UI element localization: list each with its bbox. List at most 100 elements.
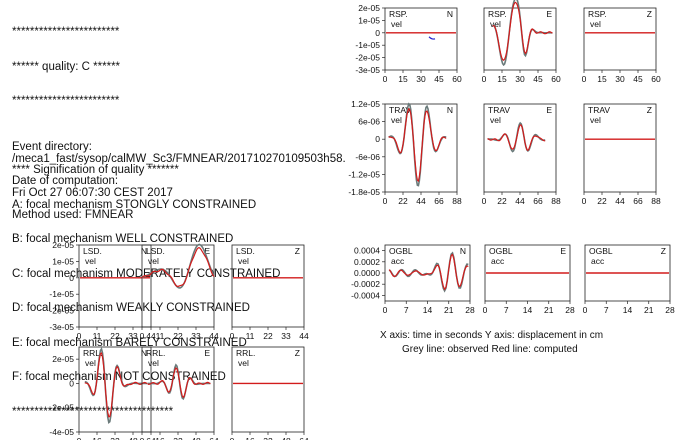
quality-a: A: focal mechanism STONGLY CONSTRAINED: [12, 198, 257, 211]
ytick-label-rrl-n-0: 2e-05: [52, 354, 74, 364]
xtick-label-rsp-n-0: 0: [383, 74, 388, 84]
ytick-label-rrl-n-1: 0: [69, 378, 74, 388]
xtick-label-lsd-e-4: 44: [209, 331, 219, 341]
ytick-label-rsp-n-3: -1e-05: [355, 40, 380, 50]
ytick-label-rsp-n-5: -3e-05: [355, 65, 380, 75]
event-dir-label: Event directory:: [12, 141, 92, 153]
quantity-label-ogbl-z: acc: [591, 256, 605, 266]
computed-trace-rrl-e: [147, 367, 211, 399]
station-label-lsd-z: LSD.: [236, 246, 255, 256]
xtick-label-rsp-z-3: 45: [633, 74, 643, 84]
station-label-trav-z: TRAV: [588, 105, 610, 115]
station-label-ogbl-z: OGBL: [589, 246, 613, 256]
xtick-label-ogbl-z-0: 0: [583, 305, 588, 315]
xtick-label-rrl-e-3: 48: [191, 436, 201, 440]
quality-report: ************************ ****** quality:…: [12, 4, 280, 430]
xtick-label-rsp-z-1: 15: [597, 74, 607, 84]
quantity-label-rrl-n: vel: [85, 358, 96, 368]
station-label-lsd-e: LSD.: [146, 246, 165, 256]
xtick-label-ogbl-e-0: 0: [483, 305, 488, 315]
quality-line: ****** quality: C ******: [12, 60, 121, 73]
xtick-label-trav-n-0: 0: [383, 196, 388, 206]
station-label-lsd-n: LSD.: [83, 246, 102, 256]
xtick-label-rrl-n-2: 32: [110, 436, 120, 440]
ytick-label-rsp-n-1: 1e-05: [358, 15, 380, 25]
computation-date: Fri Oct 27 06:07:30 CEST 2017: [12, 186, 173, 199]
station-label-rsp-z: RSP.: [588, 9, 607, 19]
ytick-label-rsp-n-4: -2e-05: [355, 53, 380, 63]
xtick-label-rsp-z-2: 30: [615, 74, 625, 84]
ytick-label-ogbl-n-4: -0.0004: [351, 290, 380, 300]
xtick-label-rsp-n-1: 15: [398, 74, 408, 84]
xtick-label-rsp-n-4: 60: [452, 74, 462, 84]
xtick-label-ogbl-e-2: 14: [523, 305, 533, 315]
quantity-label-trav-e: vel: [490, 115, 501, 125]
xtick-label-lsd-e-2: 22: [173, 331, 183, 341]
xtick-label-ogbl-e-4: 28: [565, 305, 575, 315]
computed-trace-trav-n: [388, 107, 447, 183]
xtick-label-ogbl-n-2: 14: [423, 305, 433, 315]
station-label-rsp-e: RSP.: [488, 9, 507, 19]
xtick-label-trav-e-2: 44: [515, 196, 525, 206]
xtick-label-rrl-z-2: 32: [263, 436, 273, 440]
xtick-label-rrl-n-0: 0: [77, 436, 82, 440]
signification-header: **** Signification of quality *******: [12, 164, 179, 176]
xtick-label-rsp-e-1: 15: [497, 74, 507, 84]
xtick-label-rrl-z-3: 48: [281, 436, 291, 440]
xtick-label-rrl-n-3: 48: [128, 436, 138, 440]
xtick-label-trav-z-3: 66: [633, 196, 643, 206]
event-dir: /meca1_fast/sysop/calMW_Sc3/FMNEAR/20171…: [12, 152, 346, 165]
station-label-rsp-n: RSP.: [389, 9, 408, 19]
xtick-label-rsp-e-0: 0: [482, 74, 487, 84]
quality-f: F: focal mechanism NOT CONSTRAINED: [12, 371, 226, 383]
computed-trace-trav-e: [487, 124, 546, 152]
component-label-ogbl-e: E: [560, 246, 566, 256]
component-label-ogbl-z: Z: [661, 246, 666, 256]
quantity-label-ogbl-e: acc: [491, 256, 505, 266]
xtick-label-ogbl-z-2: 14: [623, 305, 633, 315]
quantity-label-rsp-n: vel: [391, 19, 402, 29]
xtick-label-trav-z-1: 22: [597, 196, 607, 206]
quality-d: D: focal mechanism WEAKLY CONSTRAINED: [12, 302, 250, 314]
station-label-rrl-e: RRL.: [146, 348, 165, 358]
xtick-label-lsd-z-4: 44: [299, 331, 309, 341]
computed-trace-lsd-e: [141, 247, 215, 288]
stars-top: ************************: [12, 26, 120, 38]
axes-caption: X axis: time in seconds Y axis: displace…: [380, 330, 604, 341]
xtick-label-lsd-n-0: 0: [77, 331, 82, 341]
ytick-label-lsd-n-4: -2e-05: [49, 306, 74, 316]
xtick-label-lsd-e-3: 33: [191, 331, 201, 341]
xtick-label-rrl-z-4: 64: [299, 436, 309, 440]
xtick-label-rsp-e-3: 45: [533, 74, 543, 84]
quantity-label-ogbl-n: acc: [391, 256, 405, 266]
ytick-label-trav-n-1: 6e-06: [358, 117, 380, 127]
xtick-label-ogbl-e-1: 7: [504, 305, 509, 315]
quantity-label-lsd-e: vel: [148, 256, 159, 266]
blue-marker-rsp-n: [428, 36, 436, 40]
method-used: Method used: FMNEAR: [12, 209, 134, 221]
station-label-rrl-z: RRL.: [236, 348, 255, 358]
component-label-rsp-e: E: [546, 9, 552, 19]
station-label-ogbl-n: OGBL: [389, 246, 413, 256]
xtick-label-trav-z-0: 0: [582, 196, 587, 206]
computed-trace-rsp-e: [492, 1, 553, 61]
xtick-label-lsd-z-3: 33: [281, 331, 291, 341]
ytick-label-ogbl-n-3: -0.0002: [351, 279, 380, 289]
xtick-label-trav-e-1: 22: [497, 196, 507, 206]
component-label-trav-z: Z: [647, 105, 652, 115]
xtick-label-trav-z-2: 44: [615, 196, 625, 206]
xtick-label-lsd-z-0: 0: [230, 331, 235, 341]
ytick-label-trav-n-5: -1.8e-05: [348, 187, 380, 197]
computed-trace-ogbl-n: [388, 253, 469, 291]
stars-bottom: ************************************: [12, 405, 174, 418]
ytick-label-trav-n-3: -6e-06: [355, 152, 380, 162]
component-label-lsd-e: E: [204, 246, 210, 256]
xtick-label-rsp-z-4: 60: [651, 74, 661, 84]
component-label-rsp-n: N: [447, 9, 453, 19]
xtick-label-lsd-n-2: 22: [110, 331, 120, 341]
lines-caption: Grey line: observed Red line: computed: [402, 344, 578, 355]
component-label-lsd-z: Z: [295, 246, 300, 256]
xtick-label-ogbl-n-0: 0: [383, 305, 388, 315]
xtick-label-ogbl-z-4: 28: [665, 305, 675, 315]
